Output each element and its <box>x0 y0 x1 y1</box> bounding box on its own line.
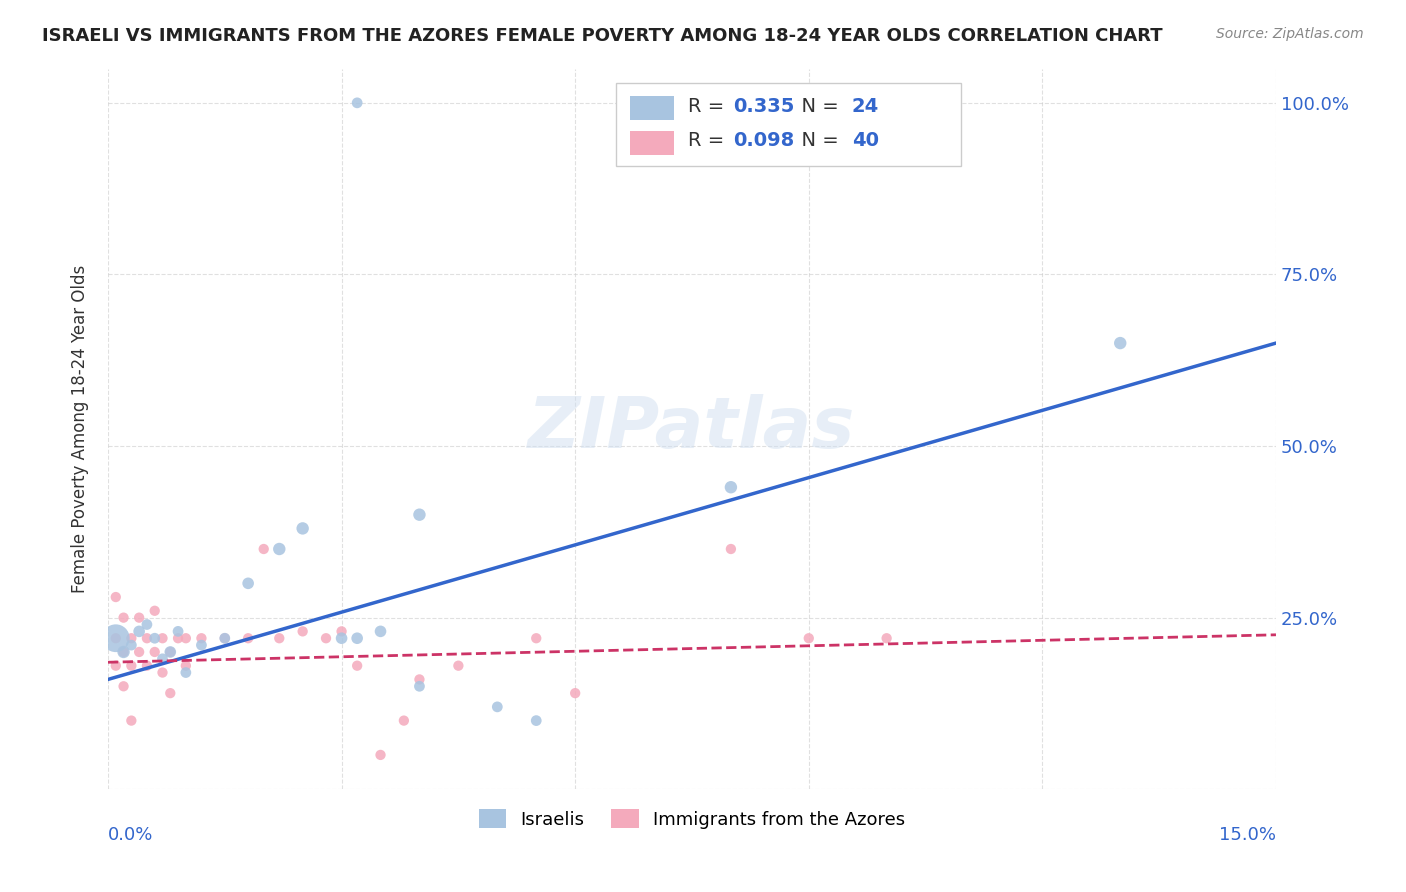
Bar <box>630 130 675 155</box>
Point <box>167 624 190 639</box>
Text: 0.335: 0.335 <box>733 97 794 116</box>
Text: 0.098: 0.098 <box>733 131 794 150</box>
Point <box>120 638 142 652</box>
Point <box>143 632 166 646</box>
Point <box>720 480 742 494</box>
Point <box>159 645 181 659</box>
Point <box>214 632 236 646</box>
Point <box>269 541 291 556</box>
Point <box>174 658 197 673</box>
Point <box>330 624 353 639</box>
Point <box>524 714 547 728</box>
Point <box>120 714 142 728</box>
Point <box>408 679 430 693</box>
Point <box>135 632 157 646</box>
Point <box>269 632 291 646</box>
Point <box>152 632 174 646</box>
Point <box>104 658 127 673</box>
Point <box>135 658 157 673</box>
Point <box>152 665 174 680</box>
Text: ISRAELI VS IMMIGRANTS FROM THE AZORES FEMALE POVERTY AMONG 18-24 YEAR OLDS CORRE: ISRAELI VS IMMIGRANTS FROM THE AZORES FE… <box>42 27 1163 45</box>
Point <box>120 632 142 646</box>
FancyBboxPatch shape <box>616 83 960 166</box>
Text: 15.0%: 15.0% <box>1219 826 1277 844</box>
Point <box>128 624 150 639</box>
Point <box>104 590 127 604</box>
Point <box>486 699 509 714</box>
Legend: Israelis, Immigrants from the Azores: Israelis, Immigrants from the Azores <box>470 800 914 838</box>
Point <box>346 632 368 646</box>
Point <box>120 658 142 673</box>
Point <box>236 576 259 591</box>
Point <box>447 658 470 673</box>
Point <box>128 610 150 624</box>
Point <box>112 645 135 659</box>
Text: R =: R = <box>689 131 731 150</box>
Bar <box>630 96 675 120</box>
Point <box>346 658 368 673</box>
Text: 0.0%: 0.0% <box>108 826 153 844</box>
Text: 40: 40 <box>852 131 879 150</box>
Point <box>392 714 415 728</box>
Point <box>291 624 314 639</box>
Text: N =: N = <box>789 131 845 150</box>
Point <box>214 632 236 646</box>
Y-axis label: Female Poverty Among 18-24 Year Olds: Female Poverty Among 18-24 Year Olds <box>72 265 89 593</box>
Text: R =: R = <box>689 97 731 116</box>
Point <box>190 632 212 646</box>
Text: N =: N = <box>789 97 845 116</box>
Point <box>564 686 586 700</box>
Point <box>143 645 166 659</box>
Point <box>128 645 150 659</box>
Point <box>524 632 547 646</box>
Point <box>135 617 157 632</box>
Point <box>797 632 820 646</box>
Text: 24: 24 <box>852 97 879 116</box>
Point <box>330 632 353 646</box>
Point <box>190 638 212 652</box>
Point <box>876 632 898 646</box>
Point <box>174 665 197 680</box>
Point <box>104 632 127 646</box>
Point <box>408 508 430 522</box>
Point <box>143 604 166 618</box>
Point <box>167 632 190 646</box>
Point <box>159 645 181 659</box>
Point <box>370 624 392 639</box>
Point <box>152 652 174 666</box>
Point <box>112 610 135 624</box>
Point <box>174 632 197 646</box>
Point <box>408 673 430 687</box>
Point <box>236 632 259 646</box>
Point <box>159 686 181 700</box>
Text: ZIPatlas: ZIPatlas <box>529 394 856 463</box>
Point <box>346 95 368 110</box>
Point <box>253 541 276 556</box>
Text: Source: ZipAtlas.com: Source: ZipAtlas.com <box>1216 27 1364 41</box>
Point <box>720 541 742 556</box>
Point <box>291 521 314 535</box>
Point <box>315 632 337 646</box>
Point <box>1109 336 1132 351</box>
Point <box>112 679 135 693</box>
Point <box>112 645 135 659</box>
Point <box>370 747 392 762</box>
Point <box>104 632 127 646</box>
